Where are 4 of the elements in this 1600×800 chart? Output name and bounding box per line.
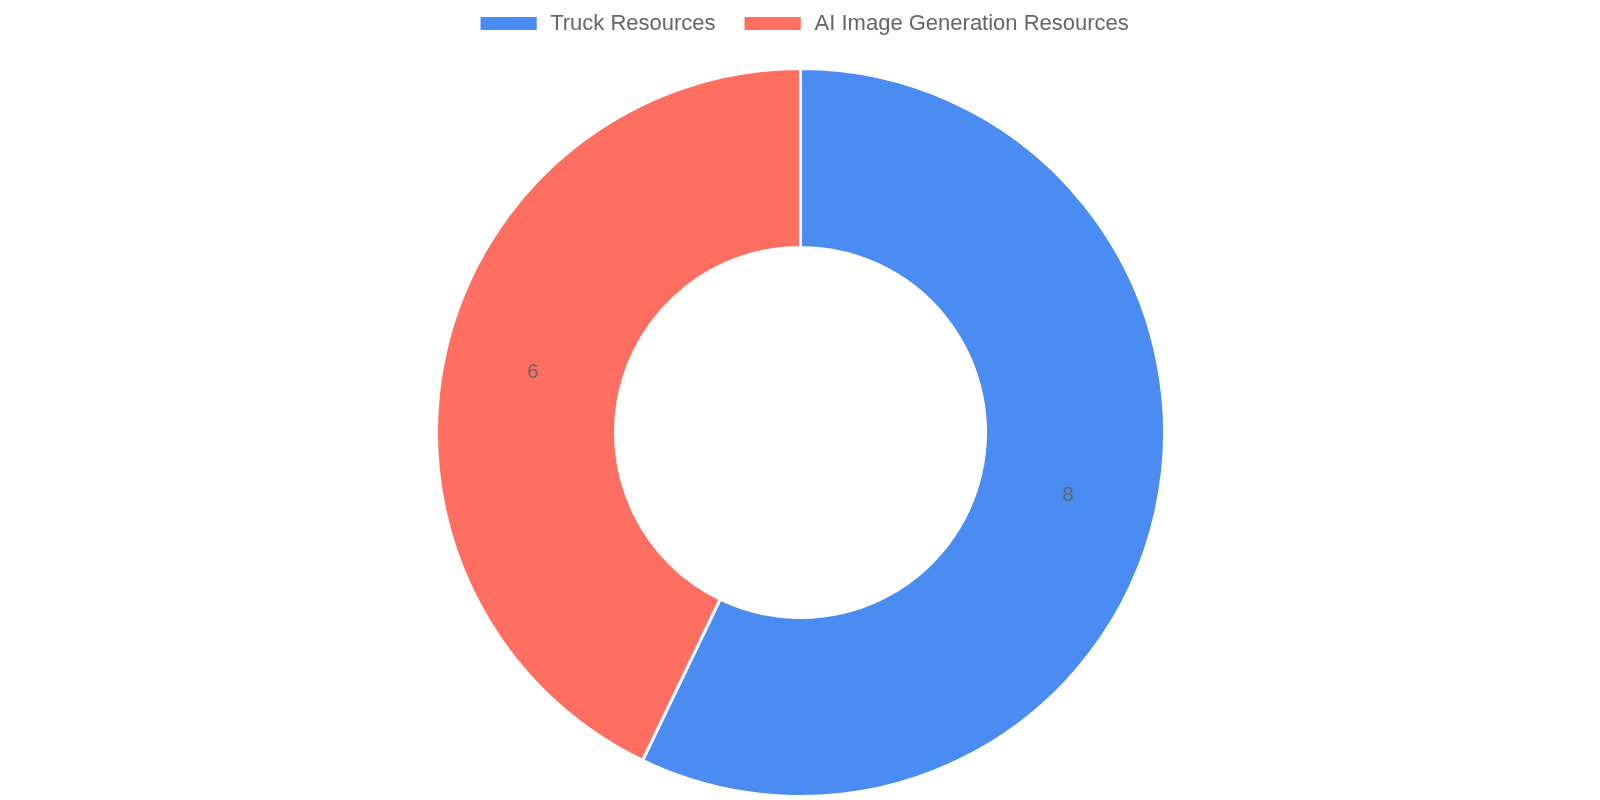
data-label: 6 — [527, 360, 539, 383]
data-label: 8 — [1062, 482, 1074, 505]
legend-label: Truck Resources — [550, 10, 716, 36]
legend-label: AI Image Generation Resources — [814, 10, 1129, 36]
